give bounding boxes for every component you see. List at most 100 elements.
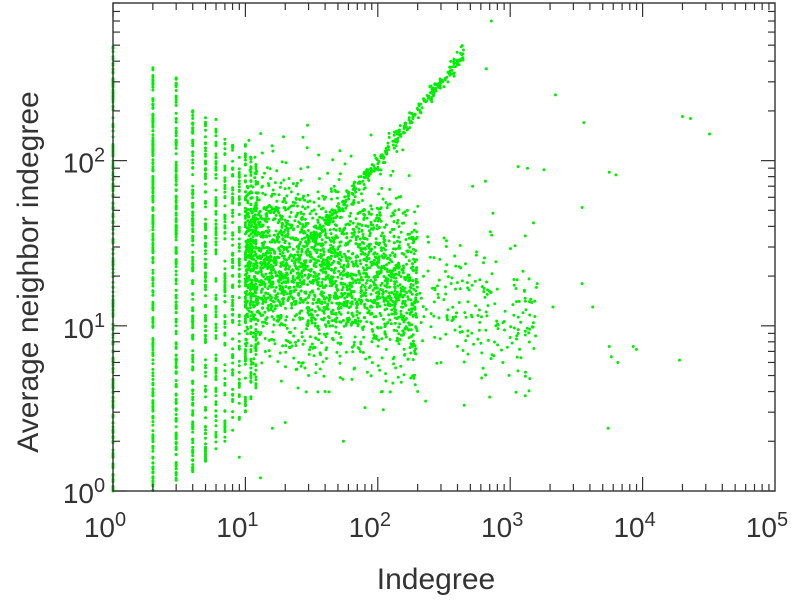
data-point bbox=[341, 377, 345, 381]
data-point bbox=[466, 352, 470, 356]
data-point bbox=[523, 234, 527, 238]
data-point bbox=[466, 300, 470, 304]
data-point bbox=[401, 299, 405, 303]
data-point bbox=[321, 318, 325, 322]
data-point bbox=[151, 371, 155, 375]
data-point bbox=[362, 258, 366, 262]
data-point bbox=[330, 190, 333, 193]
data-point bbox=[262, 206, 266, 210]
data-point bbox=[370, 305, 374, 309]
data-point bbox=[443, 78, 447, 82]
data-point bbox=[237, 346, 241, 350]
data-point bbox=[490, 272, 494, 276]
data-point bbox=[151, 102, 155, 106]
data-point bbox=[433, 82, 437, 86]
data-point bbox=[306, 229, 310, 232]
data-point bbox=[243, 180, 247, 184]
data-point bbox=[406, 357, 410, 361]
data-point bbox=[309, 231, 313, 235]
data-point bbox=[237, 416, 241, 420]
data-point bbox=[377, 192, 381, 196]
data-point bbox=[382, 275, 386, 278]
data-point bbox=[249, 249, 252, 253]
data-point bbox=[151, 461, 155, 465]
data-point bbox=[328, 228, 332, 232]
data-point bbox=[151, 85, 155, 89]
data-point bbox=[214, 334, 218, 338]
data-point bbox=[151, 281, 155, 285]
data-point bbox=[191, 188, 195, 192]
data-point bbox=[287, 242, 291, 246]
data-point bbox=[191, 130, 195, 133]
data-point bbox=[214, 310, 218, 314]
data-point bbox=[204, 319, 207, 323]
data-point bbox=[410, 303, 414, 307]
data-point bbox=[214, 134, 218, 138]
data-point bbox=[300, 269, 304, 273]
data-point bbox=[344, 255, 348, 259]
data-point bbox=[431, 87, 435, 91]
data-point bbox=[356, 346, 360, 350]
data-point bbox=[257, 280, 261, 284]
data-point bbox=[386, 295, 390, 299]
data-point bbox=[495, 287, 499, 291]
data-point bbox=[354, 217, 358, 221]
data-point bbox=[253, 346, 257, 350]
data-point bbox=[317, 204, 321, 208]
data-point bbox=[300, 331, 304, 335]
data-point bbox=[393, 280, 397, 284]
data-point bbox=[336, 275, 340, 279]
data-point bbox=[314, 212, 318, 216]
data-point bbox=[325, 332, 329, 336]
data-point bbox=[151, 179, 155, 183]
data-point bbox=[361, 236, 365, 239]
data-point bbox=[331, 236, 334, 240]
data-point bbox=[361, 233, 365, 236]
data-point bbox=[330, 301, 334, 305]
data-point bbox=[260, 288, 264, 292]
data-point bbox=[437, 278, 441, 282]
data-point bbox=[314, 371, 318, 375]
data-point bbox=[532, 221, 535, 225]
data-point bbox=[317, 197, 321, 200]
data-point bbox=[519, 356, 523, 360]
data-point bbox=[174, 324, 178, 328]
data-point bbox=[191, 334, 195, 338]
data-point bbox=[408, 276, 412, 280]
data-point bbox=[237, 237, 241, 241]
data-point bbox=[527, 389, 531, 393]
data-point bbox=[283, 228, 287, 232]
data-point bbox=[388, 230, 392, 234]
data-point bbox=[231, 253, 235, 257]
data-point bbox=[265, 166, 269, 170]
data-point bbox=[151, 238, 155, 242]
data-point bbox=[174, 189, 178, 192]
data-point bbox=[244, 338, 248, 342]
data-point bbox=[347, 256, 351, 260]
data-point bbox=[408, 312, 412, 316]
data-point bbox=[346, 194, 350, 198]
data-point bbox=[372, 169, 376, 173]
data-point bbox=[403, 121, 407, 125]
data-point bbox=[418, 291, 422, 295]
data-point bbox=[272, 317, 276, 321]
data-point bbox=[326, 266, 330, 270]
data-point bbox=[303, 366, 307, 370]
data-point bbox=[174, 332, 178, 336]
data-point bbox=[426, 235, 430, 239]
data-point bbox=[252, 331, 256, 335]
data-point bbox=[174, 111, 178, 115]
data-point bbox=[151, 467, 155, 471]
data-point bbox=[257, 311, 261, 315]
data-point bbox=[251, 335, 255, 339]
data-point bbox=[297, 293, 301, 297]
data-point bbox=[249, 202, 253, 206]
data-point bbox=[174, 169, 178, 173]
data-point bbox=[342, 202, 346, 206]
data-point bbox=[214, 218, 218, 222]
data-point bbox=[261, 191, 265, 195]
data-point bbox=[269, 248, 272, 252]
data-point bbox=[365, 370, 369, 374]
data-point bbox=[303, 273, 307, 277]
data-point bbox=[367, 178, 371, 182]
